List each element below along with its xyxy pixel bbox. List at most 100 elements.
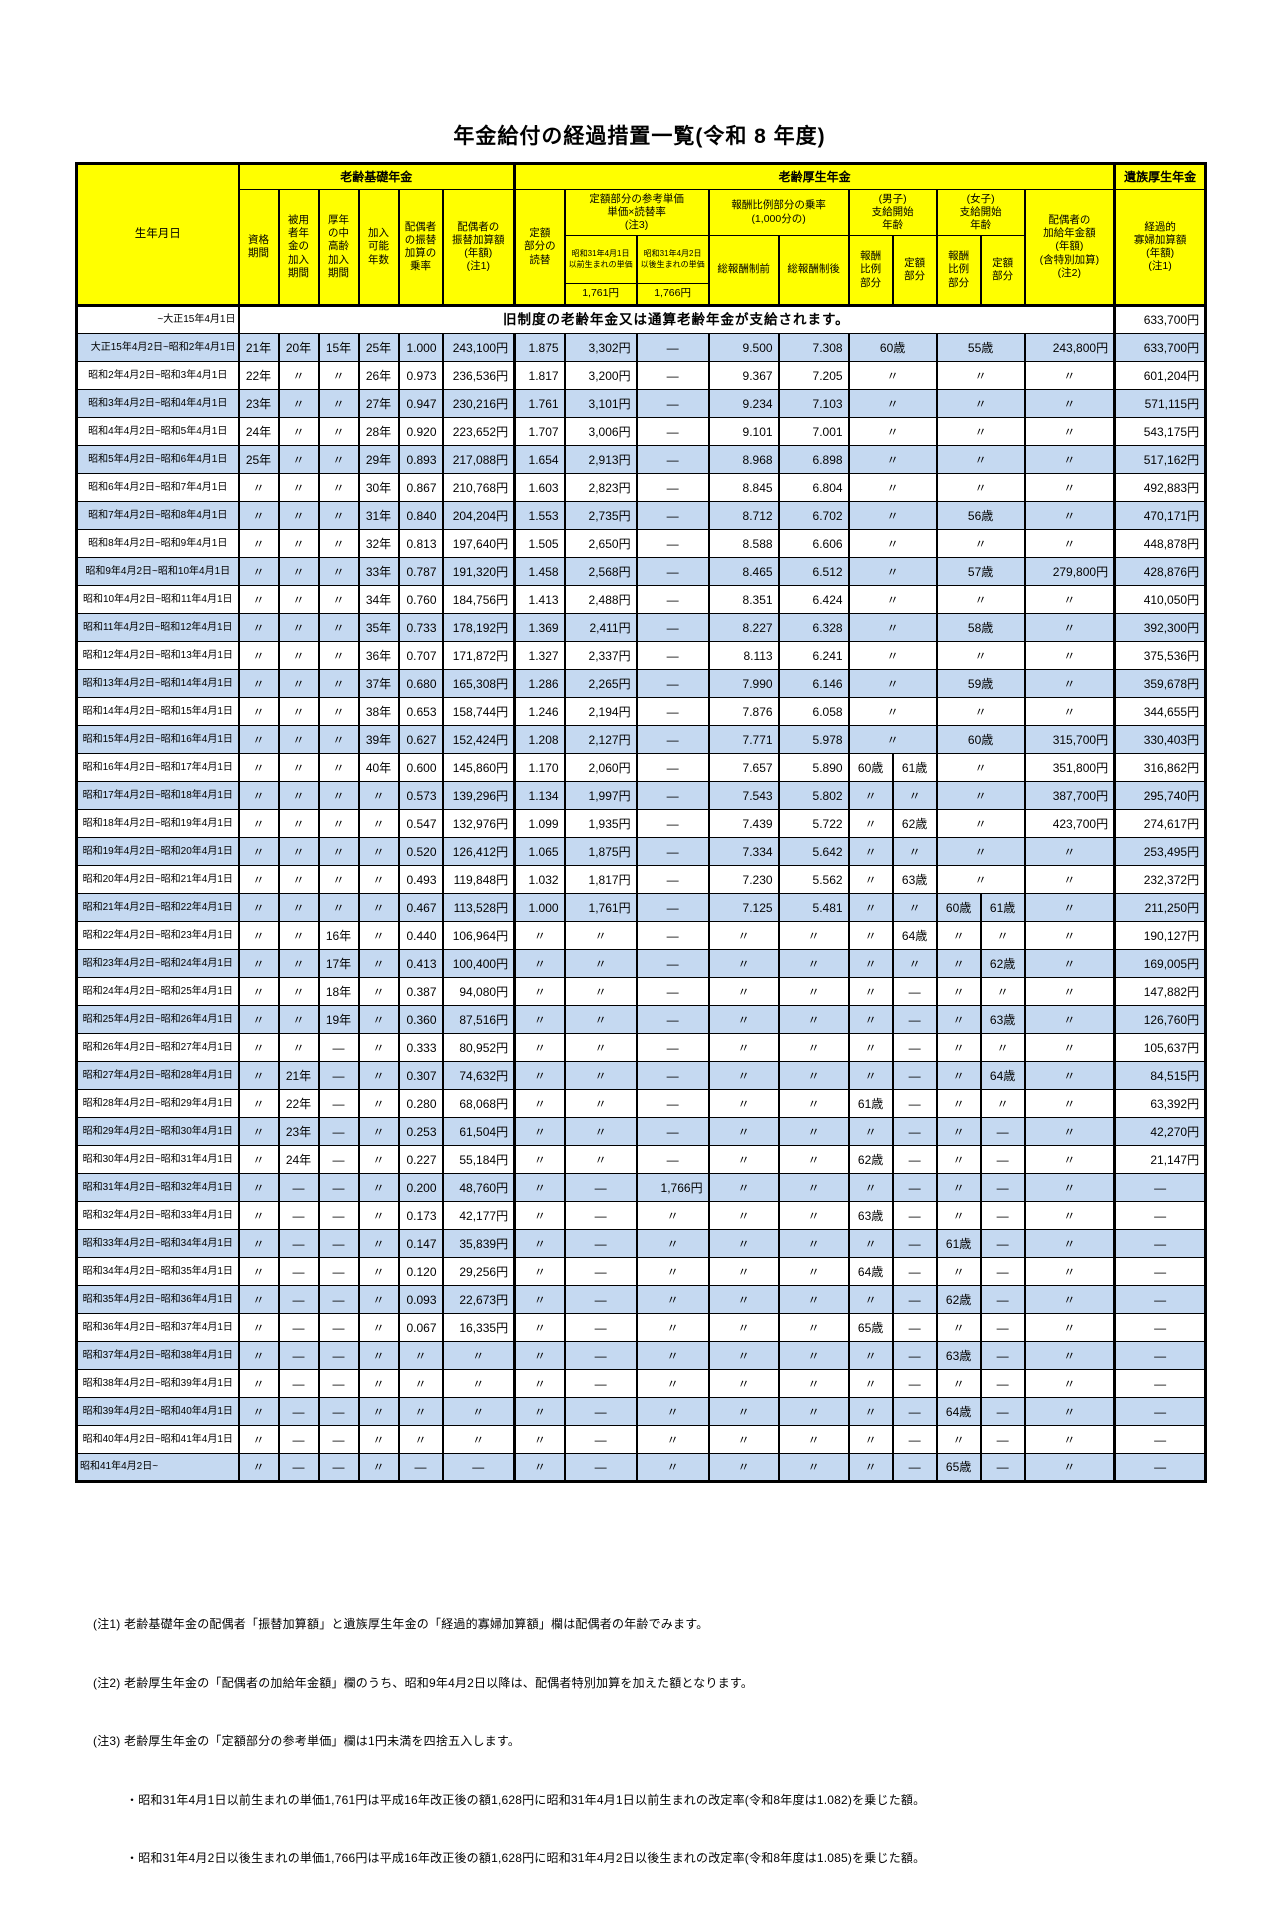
cell-soho-ato: 5.978 [777, 725, 850, 754]
cell-kanyu: 〃 [357, 1117, 400, 1146]
cell-shikaku: 〃 [237, 1117, 280, 1146]
cell-furikae: 42,177円 [441, 1201, 516, 1230]
cell-shikaku: 〃 [237, 1341, 280, 1370]
cell-female-hoshu: 〃 [935, 361, 1026, 390]
cell-kanyu: 28年 [357, 417, 400, 446]
table-row: 昭和22年4月2日~昭和23年4月1日〃〃 16年〃 0.440 106,964円〃〃… [75, 921, 1207, 950]
cell-kakyu: 〃 [1023, 641, 1116, 670]
cell-kafu: 359,678円 [1113, 669, 1207, 698]
cell-soho-ato: 6.424 [777, 585, 850, 614]
cell-male-teigaku: — [891, 1257, 938, 1286]
cell-shikaku: 〃 [237, 1397, 280, 1426]
cell-hiyosha: — [277, 1369, 320, 1398]
cell-tanka-1766: — [635, 529, 710, 558]
cell-kafu: 448,878円 [1113, 529, 1207, 558]
cell-female-hoshu: 〃 [935, 837, 1026, 866]
footnote-3: (注3) 老齢厚生年金の「定額部分の参考単価」欄は1円未満を四捨五入します。 [93, 1734, 521, 1748]
cell-female-hoshu: 〃 [935, 781, 1026, 810]
cell-male-teigaku: — [891, 1425, 938, 1454]
cell-furikae: 55,184円 [441, 1145, 516, 1174]
cell-konen: 17年 [317, 949, 360, 978]
header-male-start-age-group: (男子) 支給開始 年齢 [847, 189, 938, 236]
cell-birth-date: 昭和12年4月2日~昭和13年4月1日 [75, 641, 240, 670]
cell-konen: — [317, 1257, 360, 1286]
cell-furikae: 171,872円 [441, 641, 516, 670]
cell-soho-mae: 〃 [707, 1201, 780, 1230]
cell-male-teigaku: — [891, 1089, 938, 1118]
cell-furikae: 〃 [441, 1397, 516, 1426]
cell-tanka-1766: 〃 [635, 1229, 710, 1258]
cell-tanka-1761: 2,194円 [563, 697, 638, 726]
table-row: 昭和10年4月2日~昭和11年4月1日〃〃〃 34年 0.760 184,756円 1.… [75, 585, 1207, 614]
cell-joritsu: 0.307 [397, 1061, 444, 1090]
cell-tanka-1766: — [635, 753, 710, 782]
cell-female-hoshu: 〃 [935, 473, 1026, 502]
cell-hiyosha: 〃 [277, 865, 320, 894]
cell-tanka-1761: — [563, 1201, 638, 1230]
cell-shikaku: 〃 [237, 977, 280, 1006]
cell-kafu: 126,760円 [1113, 1005, 1207, 1034]
cell-furikae: 80,952円 [441, 1033, 516, 1062]
cell-tanka-1766: — [635, 1145, 710, 1174]
cell-birth-date: 昭和19年4月2日~昭和20年4月1日 [75, 837, 240, 866]
cell-furikae: 145,860円 [441, 753, 516, 782]
cell-yomikae: 〃 [513, 1285, 566, 1314]
cell-tanka-1761: — [563, 1229, 638, 1258]
cell-joritsu: 0.467 [397, 893, 444, 922]
cell-yomikae: 1.875 [513, 333, 566, 362]
cell-shikaku: 〃 [237, 949, 280, 978]
cell-soho-ato: 〃 [777, 1285, 850, 1314]
cell-joritsu: 0.573 [397, 781, 444, 810]
cell-birth-date: 昭和33年4月2日~昭和34年4月1日 [75, 1229, 240, 1258]
cell-birth-date: 昭和20年4月2日~昭和21年4月1日 [75, 865, 240, 894]
cell-soho-ato: 6.804 [777, 473, 850, 502]
cell-kakyu: 279,800円 [1023, 557, 1116, 586]
cell-soho-ato: 6.328 [777, 613, 850, 642]
cell-tanka-1766: 1,766円 [635, 1173, 710, 1202]
cell-soho-mae: 〃 [707, 1117, 780, 1146]
cell-yomikae: 1.134 [513, 781, 566, 810]
cell-joritsu: 〃 [397, 1369, 444, 1398]
header-female-earnings-portion: 報酬 比例 部分 [935, 235, 982, 307]
cell-konen: — [317, 1201, 360, 1230]
cell-soho-mae: 8.351 [707, 585, 780, 614]
cell-furikae: 68,068円 [441, 1089, 516, 1118]
cell-soho-ato: 7.103 [777, 389, 850, 418]
cell-male-hoshu: 〃 [847, 361, 938, 390]
cell-male-teigaku: 64歳 [891, 921, 938, 950]
cell-shikaku: 21年 [237, 333, 280, 362]
cell-male-teigaku: — [891, 1369, 938, 1398]
cell-tanka-1761: 3,302円 [563, 333, 638, 362]
cell-kakyu: 〃 [1023, 1061, 1116, 1090]
cell-birth-date: 昭和13年4月2日~昭和14年4月1日 [75, 669, 240, 698]
cell-tanka-1766: — [635, 361, 710, 390]
table-row: 昭和34年4月2日~昭和35年4月1日〃 — — 〃 0.120 29,256円〃 — 〃〃〃… [75, 1257, 1207, 1286]
cell-birth-date: 昭和15年4月2日~昭和16年4月1日 [75, 725, 240, 754]
cell-joritsu: 0.173 [397, 1201, 444, 1230]
cell-male-teigaku: — [891, 1285, 938, 1314]
cell-konen: 〃 [317, 529, 360, 558]
cell-soho-mae: 8.588 [707, 529, 780, 558]
cell-shikaku: 〃 [237, 1257, 280, 1286]
cell-birth-date: 昭和11年4月2日~昭和12年4月1日 [75, 613, 240, 642]
cell-male-hoshu: 60歳 [847, 753, 894, 782]
cell-female-hoshu: 55歳 [935, 333, 1026, 362]
cell-shikaku: 〃 [237, 837, 280, 866]
cell-shikaku: 〃 [237, 641, 280, 670]
table-row: 昭和9年4月2日~昭和10年4月1日〃〃〃 33年 0.787 191,320円 1.4… [75, 557, 1207, 586]
table-row: 昭和5年4月2日~昭和6年4月1日 25年〃〃 29年 0.893 217,088円 1.… [75, 445, 1207, 474]
cell-shikaku: 〃 [237, 1285, 280, 1314]
cell-yomikae: 1.170 [513, 753, 566, 782]
cell-furikae: 139,296円 [441, 781, 516, 810]
cell-furikae: 〃 [441, 1369, 516, 1398]
cell-kanyu: 〃 [357, 1089, 400, 1118]
table-row: 昭和15年4月2日~昭和16年4月1日〃〃〃 39年 0.627 152,424円 1.… [75, 725, 1207, 754]
header-unit-price-born-after: 昭和31年4月2日 以後生まれの単価 [635, 235, 710, 284]
cell-konen: 〃 [317, 445, 360, 474]
cell-soho-mae: 〃 [707, 1341, 780, 1370]
cell-kanyu: 〃 [357, 1257, 400, 1286]
cell-female-hoshu: 〃 [935, 865, 1026, 894]
cell-shikaku: 〃 [237, 1229, 280, 1258]
cell-kakyu: 〃 [1023, 1145, 1116, 1174]
table-row: 昭和26年4月2日~昭和27年4月1日〃〃 — 〃 0.333 80,952円〃〃 — 〃〃… [75, 1033, 1207, 1062]
